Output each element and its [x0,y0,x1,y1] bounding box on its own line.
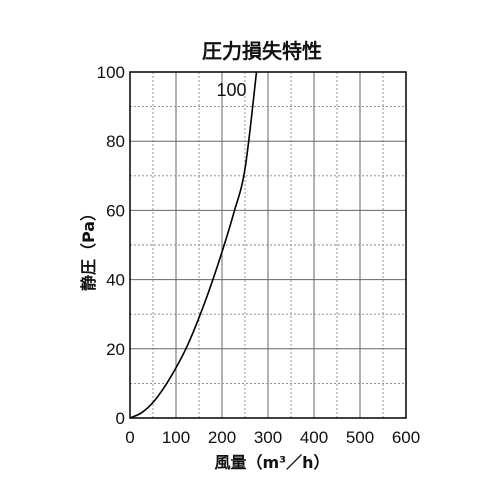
x-tick-label: 200 [208,428,236,447]
chart-title: 圧力損失特性 [202,39,322,63]
x-axis-label: 風量（m³／h） [214,453,329,472]
x-tick-label: 600 [392,428,420,447]
grid-lines [130,72,406,418]
y-tick-label: 60 [106,201,125,220]
y-tick-labels: 0 20 40 60 80 100 [97,63,125,428]
y-tick-label: 80 [106,132,125,151]
y-tick-label: 0 [116,409,125,428]
series-layer: 100 [129,71,258,419]
y-tick-label: 40 [106,271,125,290]
y-tick-label: 100 [97,63,125,82]
x-tick-labels: 0 100 200 300 400 500 600 [125,428,420,447]
series-label-100: 100 [216,80,246,100]
y-tick-label: 20 [106,340,125,359]
x-tick-label: 400 [300,428,328,447]
x-tick-label: 300 [254,428,282,447]
series-line-100 [129,71,258,419]
x-tick-label: 100 [162,428,190,447]
y-axis-label: 静圧（Pa） [79,205,98,291]
x-tick-label: 0 [125,428,134,447]
x-tick-label: 500 [346,428,374,447]
plot-frame [129,71,407,419]
